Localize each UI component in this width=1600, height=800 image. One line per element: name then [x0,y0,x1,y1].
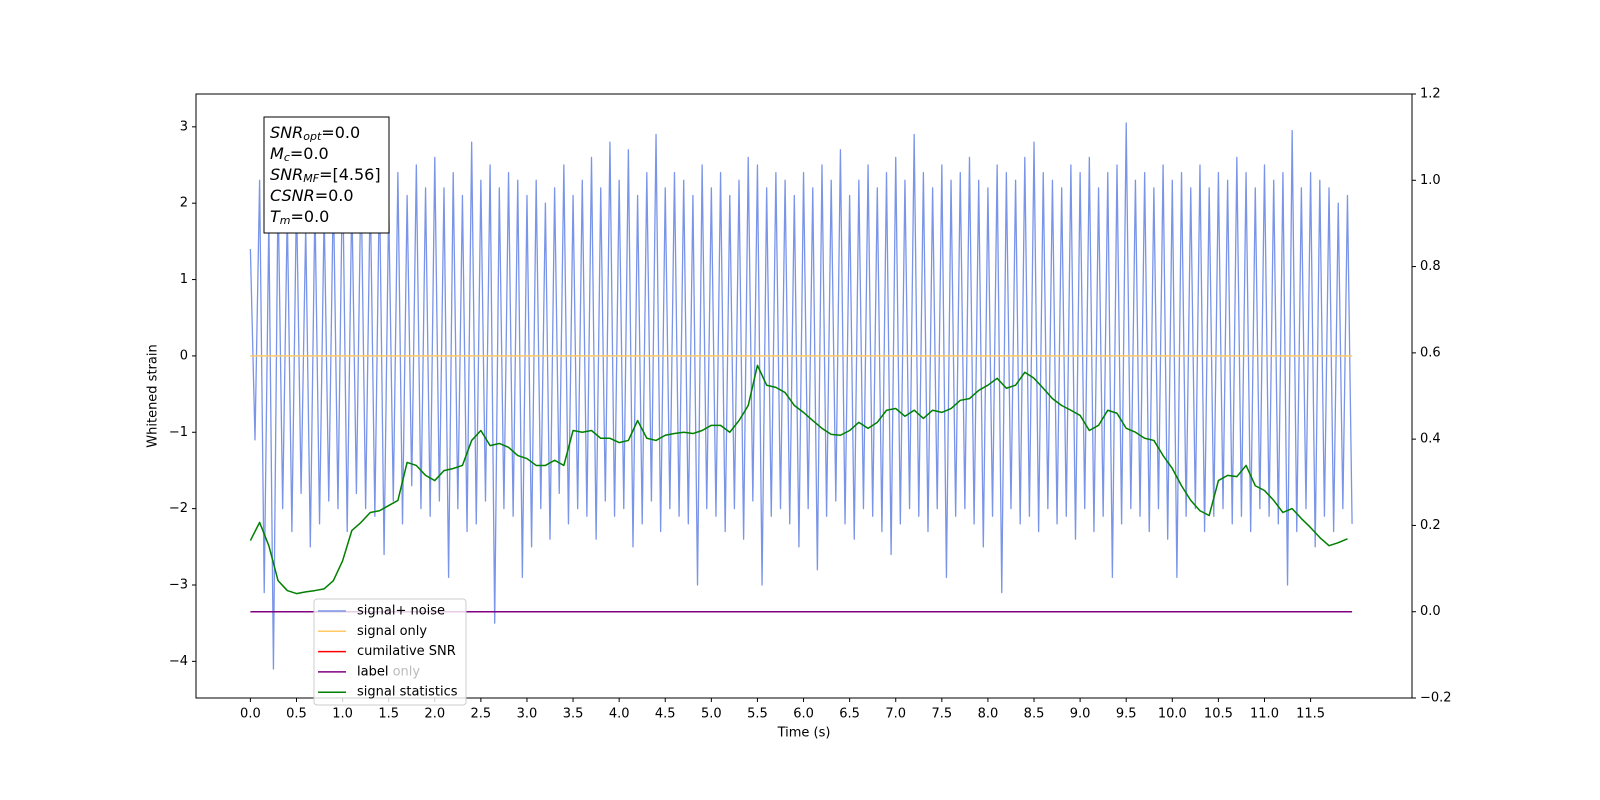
x-tick-label: 11.5 [1296,707,1325,722]
x-tick-label: 7.5 [931,707,952,722]
x-tick-label: 5.0 [701,707,722,722]
x-tick-label: 8.5 [1024,707,1045,722]
annotation-sub: opt [303,130,322,143]
x-tick-label: 1.0 [332,707,353,722]
y2-tick-label: 1.0 [1420,173,1441,188]
x-tick-label: 8.0 [978,707,999,722]
y2-tick-label: 0.0 [1420,604,1441,619]
x-tick-label: 11.0 [1250,707,1279,722]
annotation-rest: =0.0 [290,144,329,163]
legend-label: signal only [357,624,427,639]
annotation-line: SNRopt=0.0 [270,123,360,144]
annotation-base: CSNR [270,186,315,205]
legend-label: signal+ noise [357,604,445,619]
annotation-sub: MF [303,172,319,185]
y2-tick-label: 1.2 [1420,87,1441,102]
y2-tick-label: 0.4 [1420,432,1441,447]
x-tick-label: 7.0 [885,707,906,722]
x-tick-label: 1.5 [378,707,399,722]
x-tick-label: 6.5 [839,707,860,722]
y2-tick-label: 0.2 [1420,518,1441,533]
y-tick-label: 2 [180,196,188,211]
y-tick-label: −2 [169,501,188,516]
annotation-rest: =0.0 [315,186,354,205]
annotation-base: T [270,207,281,226]
x-tick-label: 4.0 [609,707,630,722]
annotation-base: SNR [270,165,303,184]
y-tick-label: 3 [180,119,188,134]
series-line [249,364,1348,595]
x-tick-label: 0.0 [240,707,261,722]
legend-box [313,598,467,706]
legend-overlap: label only [357,664,420,679]
x-tick-label: 10.5 [1204,707,1233,722]
annotation-rest: =[4.56] [319,165,381,184]
legend-label: label [357,664,388,679]
annotation-line: Mc=0.0 [270,144,329,165]
y-axis-label: Whitened strain [146,344,161,447]
annotation-box [263,116,390,234]
annotation-base: SNR [270,123,303,142]
y2-tick-label: 0.8 [1420,259,1441,274]
x-axis-label: Time (s) [777,726,831,741]
y2-tick-label: 0.6 [1420,345,1441,360]
x-tick-label: 5.5 [747,707,768,722]
annotation-rest: =0.0 [321,123,360,142]
annotation-line: CSNR=0.0 [270,186,354,205]
y-tick-label: 1 [180,272,188,287]
annotation-line: SNRMF=[4.56] [270,165,381,186]
annotation-line: Tm=0.0 [270,207,329,228]
x-tick-label: 2.0 [424,707,445,722]
y2-tick-label: −0.2 [1420,691,1452,706]
x-tick-label: 4.5 [655,707,676,722]
annotation-sub: m [280,214,291,227]
x-tick-label: 6.0 [793,707,814,722]
series-line [249,122,1353,670]
plot-frame [195,93,1413,699]
x-tick-label: 10.0 [1158,707,1187,722]
legend-label: signal statistics [357,685,458,700]
x-tick-label: 2.5 [471,707,492,722]
x-tick-label: 9.5 [1116,707,1137,722]
x-tick-label: 3.0 [517,707,538,722]
x-tick-label: 3.5 [563,707,584,722]
annotation-sub: c [284,151,290,164]
annotation-rest: =0.0 [291,207,330,226]
y-tick-label: −1 [169,425,188,440]
y-tick-label: 0 [180,348,188,363]
annotation-base: M [270,144,284,163]
y-tick-label: −4 [169,654,188,669]
x-tick-label: 0.5 [286,707,307,722]
legend-label: cumilative SNR [357,644,456,659]
y-tick-label: −3 [169,577,188,592]
x-tick-label: 9.0 [1070,707,1091,722]
